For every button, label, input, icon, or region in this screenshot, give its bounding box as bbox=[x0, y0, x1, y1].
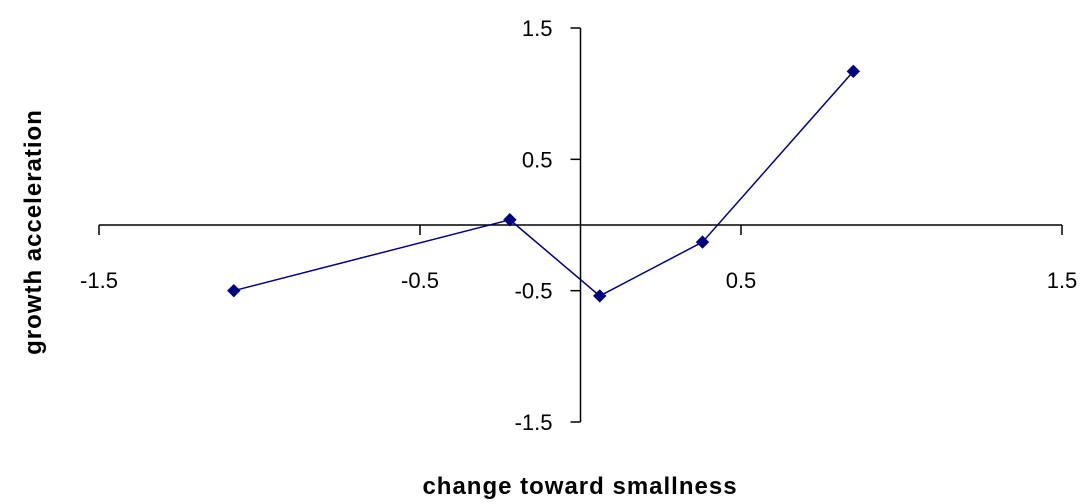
data-point-marker bbox=[695, 235, 710, 249]
y-tick-label: -1.5 bbox=[515, 410, 553, 435]
x-ticks: -1.5 -0.5 0.5 1.5 bbox=[80, 225, 1077, 293]
x-tick-label: -1.5 bbox=[80, 268, 118, 293]
x-tick-label: 1.5 bbox=[1047, 268, 1078, 293]
x-tick-label: 0.5 bbox=[726, 268, 757, 293]
x-tick-label: -0.5 bbox=[401, 268, 439, 293]
axes bbox=[99, 28, 1062, 422]
series-layer bbox=[227, 64, 861, 303]
y-ticks: -1.5 -0.5 0.5 1.5 bbox=[515, 16, 581, 435]
y-tick-label: -0.5 bbox=[515, 279, 553, 304]
data-point-marker bbox=[503, 213, 517, 227]
data-point-marker bbox=[593, 289, 607, 303]
y-tick-label: 1.5 bbox=[522, 16, 553, 41]
x-axis-title: change toward smallness bbox=[422, 473, 737, 500]
data-point-marker bbox=[227, 283, 241, 298]
series-line bbox=[233, 70, 854, 297]
data-point-marker bbox=[846, 64, 861, 79]
y-axis-title: growth acceleration bbox=[20, 109, 47, 355]
y-tick-label: 0.5 bbox=[522, 147, 553, 172]
